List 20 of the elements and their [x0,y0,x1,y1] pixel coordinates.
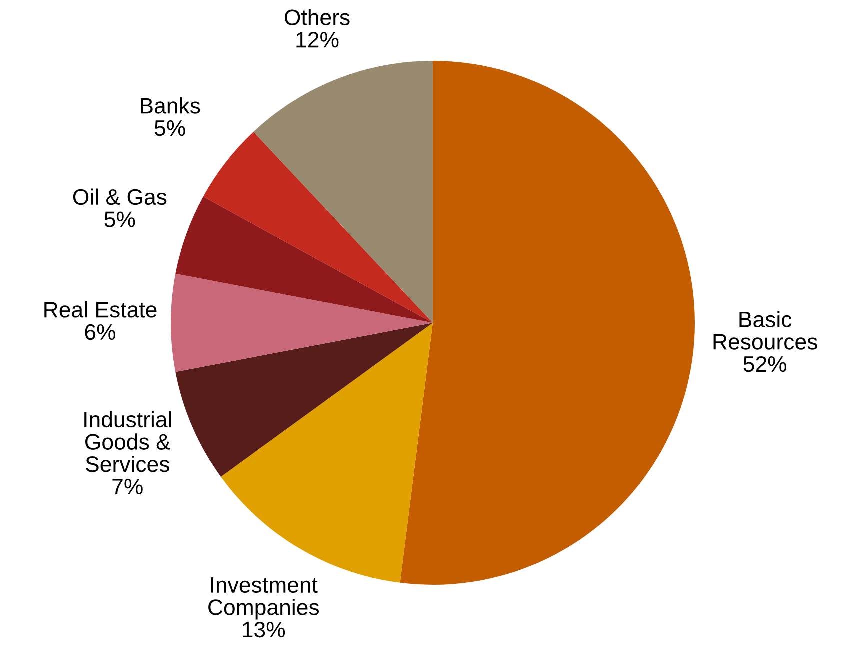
slice-label: Oil & Gas [73,188,167,206]
slice-label: Basic Resources [714,311,818,350]
pie-slice [254,61,433,323]
slice-label: Real Estate [44,301,157,318]
slice-label: Industrial Goods & Services [84,411,172,472]
data-label: 7% [112,478,143,495]
slice-label: Banks [141,98,200,114]
pie-slice [171,274,433,372]
pie-slice [176,196,433,323]
pie-slice [203,132,433,323]
data-label: 52% [744,356,787,372]
pie-slice [400,61,695,585]
slice-label: Others [284,9,350,26]
data-label: 6% [85,324,116,340]
data-label: 13% [243,622,286,638]
slice-label: Investment Companies [208,578,320,620]
data-label: 12% [296,32,339,48]
data-label: 5% [154,120,186,136]
data-label: 5% [104,212,136,228]
pie-slice [176,323,433,477]
